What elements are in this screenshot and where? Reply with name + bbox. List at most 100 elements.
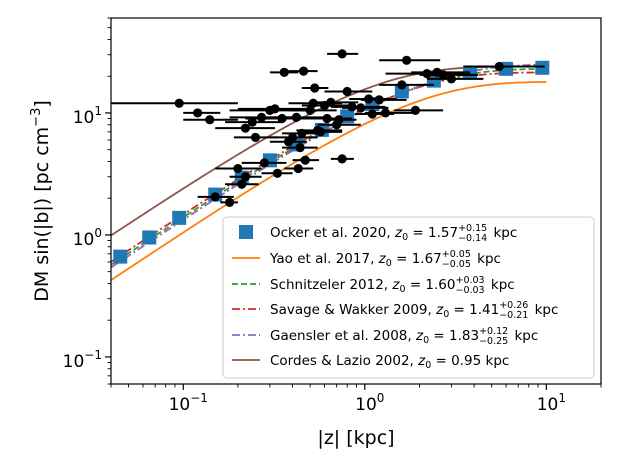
data-point-marker-24: [298, 66, 309, 76]
y-tick-label-2-base: 10: [73, 108, 95, 128]
data-point-45: [379, 80, 434, 90]
data-point-marker-2: [205, 115, 215, 125]
data-point-marker-11: [256, 112, 267, 122]
x-tick-label-2-base: 10: [537, 395, 559, 415]
x-axis-label: |z| [kpc]: [317, 427, 394, 449]
y-axis-label: DM sin(|b|) [pc cm−3]: [29, 100, 53, 302]
data-point-marker-3: [210, 192, 220, 202]
ocker-marker-10: [394, 84, 409, 99]
legend-label-4: Gaensler et al. 2008, z0 = 1.83+0.12 −0.2…: [270, 326, 538, 347]
ocker-marker-14: [535, 60, 550, 75]
data-point-marker-40: [356, 103, 366, 113]
model-curve-1: [111, 81, 547, 281]
data-point-marker-32: [322, 113, 332, 124]
data-point-1: [183, 108, 221, 118]
data-point-5: [215, 163, 262, 174]
data-point-marker-17: [279, 67, 289, 77]
data-point-33: [310, 97, 359, 107]
x-tick-label-2: 101: [537, 391, 566, 415]
data-point-marker-22: [295, 142, 305, 153]
x-tick-label-0-exp: −1: [190, 391, 208, 405]
data-point-marker-21: [293, 163, 303, 174]
data-point-17: [269, 67, 299, 77]
legend-swatch-0: [239, 225, 253, 239]
data-point-marker-30: [315, 127, 326, 137]
y-tick-label-0-base: 10: [63, 352, 85, 372]
data-point-48: [385, 69, 471, 79]
legend-entry-2: Schnitzeler 2012, z0 = 1.60+0.03 −0.03 kp…: [232, 275, 515, 296]
data-point-50: [419, 70, 478, 80]
data-point-marker-19: [287, 132, 298, 143]
data-point-marker-42: [367, 109, 377, 119]
legend-label-2: Schnitzeler 2012, z0 = 1.60+0.03 −0.03 kp…: [270, 275, 515, 296]
data-points: [111, 49, 545, 207]
data-point-marker-38: [342, 86, 352, 97]
data-point-52: [463, 61, 545, 72]
x-tick-label-2-exp: 1: [558, 391, 566, 405]
data-point-21: [284, 163, 314, 174]
data-point-marker-43: [374, 95, 384, 105]
data-point-36: [330, 154, 354, 164]
data-point-24: [288, 66, 318, 76]
data-point-46: [379, 55, 441, 65]
data-point-marker-46: [402, 55, 412, 65]
legend-label-3: Savage & Wakker 2009, z0 = 1.41+0.26 −0.2…: [270, 300, 558, 321]
legend: Ocker et al. 2020, z0 = 1.57+0.15 −0.14 k…: [222, 216, 595, 379]
y-tick-label-0-exp: −1: [84, 348, 102, 362]
data-point-marker-33: [326, 97, 336, 107]
data-point-marker-15: [272, 168, 282, 178]
legend-entry-5: Cordes & Lazio 2002, z0 = 0.95 kpc: [232, 353, 509, 371]
legend-label-5: Cordes & Lazio 2002, z0 = 0.95 kpc: [270, 353, 509, 371]
data-point-8: [215, 123, 275, 133]
x-tick-label-1: 100: [355, 391, 384, 415]
data-point-marker-12: [259, 158, 270, 168]
data-point-marker-6: [237, 179, 247, 189]
data-point-20: [269, 112, 325, 122]
legend-entry-4: Gaensler et al. 2008, z0 = 1.83+0.12 −0.2…: [232, 326, 538, 347]
legend-label-0: Ocker et al. 2020, z0 = 1.57+0.15 −0.14 k…: [270, 223, 517, 244]
data-point-marker-52: [494, 61, 504, 72]
legend-entry-1: Yao et al. 2017, z0 = 1.67+0.05 −0.05 kpc: [232, 249, 501, 270]
data-point-38: [324, 86, 373, 97]
data-point-51: [426, 74, 484, 84]
data-point-marker-8: [240, 123, 251, 133]
x-tick-label-0-base: 10: [169, 395, 191, 415]
data-point-marker-28: [310, 83, 320, 93]
data-point-26: [288, 105, 337, 115]
data-point-marker-36: [337, 154, 347, 164]
data-point-43: [360, 95, 407, 105]
data-point-4: [220, 197, 238, 207]
data-point-marker-7: [240, 172, 251, 182]
data-point-marker-48: [422, 69, 432, 79]
data-point-marker-1: [193, 108, 203, 118]
data-point-44: [364, 108, 418, 118]
data-point-marker-16: [277, 113, 287, 124]
ocker-marker-1: [142, 230, 157, 245]
data-point-14: [237, 104, 311, 114]
data-point-marker-20: [291, 112, 301, 122]
y-tick-label-1-exp: 0: [94, 226, 102, 240]
data-point-marker-0: [174, 98, 184, 108]
data-point-35: [324, 115, 357, 125]
y-tick-label-1: 100: [73, 226, 102, 250]
y-axis-label-end: ]: [31, 100, 53, 107]
data-point-6: [225, 179, 259, 189]
data-point-12: [241, 158, 287, 168]
legend-entry-0: Ocker et al. 2020, z0 = 1.57+0.15 −0.14 k…: [239, 223, 517, 244]
data-point-3: [197, 192, 234, 202]
data-point-marker-10: [250, 132, 261, 143]
data-point-marker-44: [380, 108, 391, 118]
data-point-7: [229, 172, 262, 182]
ocker-marker-2: [172, 210, 187, 225]
data-point-marker-4: [224, 197, 235, 207]
data-point-marker-26: [305, 105, 315, 115]
y-tick-label-2-exp: 1: [94, 104, 102, 118]
y-tick-label-0: 10−1: [63, 348, 102, 372]
data-point-marker-50: [438, 70, 448, 80]
data-point-15: [261, 168, 293, 178]
plot-frame: [110, 17, 602, 385]
data-point-22: [282, 142, 318, 153]
legend-label-1: Yao et al. 2017, z0 = 1.67+0.05 −0.05 kpc: [269, 249, 501, 270]
legend-entries: Ocker et al. 2020, z0 = 1.57+0.15 −0.14 k…: [232, 223, 558, 371]
